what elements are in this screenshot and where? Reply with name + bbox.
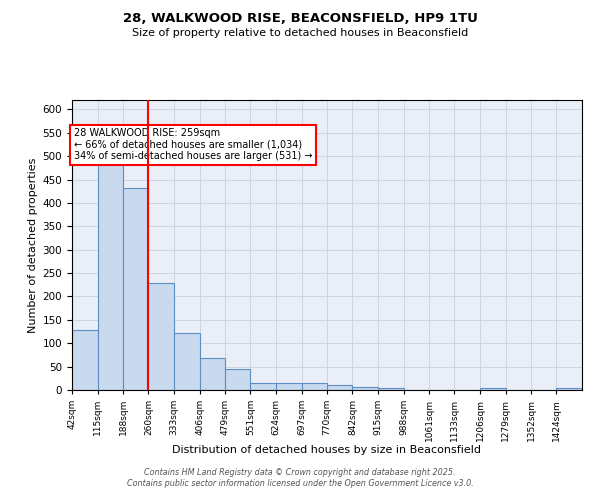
Bar (276, 382, 302, 390)
Bar (225, 370, 250, 390)
Text: Contains HM Land Registry data © Crown copyright and database right 2025.
Contai: Contains HM Land Registry data © Crown c… (127, 468, 473, 487)
Bar (72, 330, 98, 390)
Text: 28 WALKWOOD RISE: 259sqm
← 66% of detached houses are smaller (1,034)
34% of sem: 28 WALKWOOD RISE: 259sqm ← 66% of detach… (74, 128, 312, 162)
Y-axis label: Number of detached properties: Number of detached properties (28, 158, 38, 332)
Bar (123, 188, 148, 390)
Bar (148, 284, 174, 390)
Bar (302, 383, 327, 390)
Bar (250, 382, 276, 390)
Bar (378, 388, 404, 390)
Bar (174, 333, 200, 390)
Text: Size of property relative to detached houses in Beaconsfield: Size of property relative to detached ho… (132, 28, 468, 38)
X-axis label: Distribution of detached houses by size in Beaconsfield: Distribution of detached houses by size … (173, 446, 482, 456)
Bar (556, 388, 582, 390)
Bar (352, 387, 378, 390)
Text: 28, WALKWOOD RISE, BEACONSFIELD, HP9 1TU: 28, WALKWOOD RISE, BEACONSFIELD, HP9 1TU (122, 12, 478, 26)
Bar (200, 358, 225, 390)
Bar (327, 385, 352, 390)
Bar (480, 388, 506, 390)
Bar (98, 160, 123, 390)
